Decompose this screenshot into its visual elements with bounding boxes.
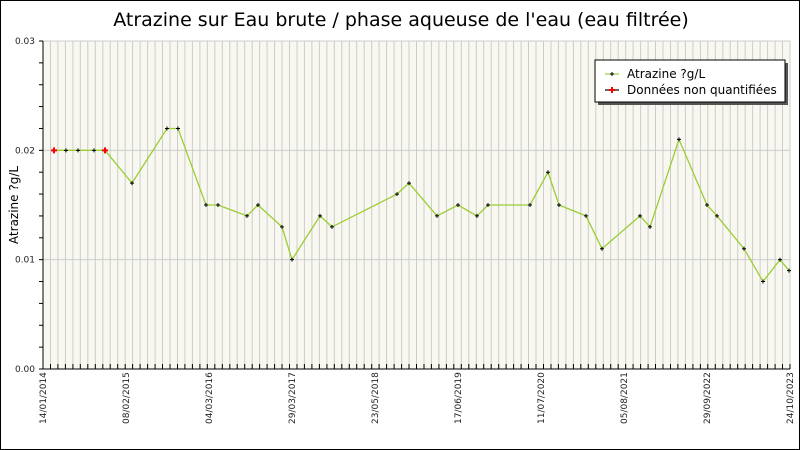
data-point-marker [486, 203, 490, 207]
data-point-marker [600, 246, 604, 251]
black-cross-icon [610, 72, 614, 76]
data-point-marker [280, 224, 284, 229]
data-point-marker [92, 148, 96, 153]
data-point-marker [395, 192, 399, 197]
data-point-marker [475, 213, 479, 218]
x-tick-label: 23/05/2018 [371, 372, 381, 424]
data-point-markers [51, 126, 791, 284]
axes [39, 40, 790, 370]
x-tick-label: 24/10/2023 [786, 372, 796, 424]
red-cross-icon [609, 87, 615, 93]
data-point-marker [787, 268, 791, 273]
non-quantified-marker [102, 147, 108, 154]
data-point-marker [204, 203, 208, 207]
x-tick-label: 11/07/2020 [537, 372, 547, 424]
y-axis-label: Atrazine ?g/L [7, 166, 21, 244]
data-point-marker [407, 181, 411, 186]
data-point-marker [256, 203, 260, 207]
x-tick-label: 17/06/2019 [454, 372, 464, 424]
data-point-marker [290, 257, 294, 262]
x-tick-label: 29/09/2022 [703, 372, 713, 424]
x-tick-labels: 14/01/2014 08/02/2015 04/03/2016 29/03/2017… [39, 372, 796, 424]
data-point-marker [318, 213, 322, 218]
y-tick-label: 0.03 [15, 37, 35, 47]
data-point-marker [456, 203, 460, 207]
data-point-marker [130, 181, 134, 186]
data-point-marker [638, 213, 642, 218]
data-point-marker [435, 213, 439, 218]
data-point-marker [216, 203, 220, 207]
non-quantified-marker [51, 147, 57, 154]
x-tick-label: 08/02/2015 [122, 372, 132, 424]
data-point-marker [76, 148, 80, 153]
data-point-marker [330, 224, 334, 229]
y-tick-label: 0.01 [15, 256, 35, 266]
legend-box [594, 59, 786, 103]
legend-item-atrazine: Atrazine ?g/L [605, 67, 705, 81]
data-point-marker [176, 126, 180, 131]
legend-item-non-quantified: Données non quantifiées [605, 83, 777, 97]
x-tick-label: 05/08/2021 [620, 372, 630, 424]
data-point-marker [64, 148, 68, 153]
legend: Atrazine ?g/L Données non quantifiées [594, 59, 788, 105]
data-point-marker [778, 257, 782, 262]
data-point-marker [584, 213, 588, 218]
series-line-atrazine [54, 127, 790, 283]
x-tick-label: 04/03/2016 [205, 372, 215, 424]
data-point-marker [528, 203, 532, 207]
data-point-marker [761, 279, 765, 284]
data-point-marker [705, 203, 709, 207]
chart-title: Atrazine sur Eau brute / phase aqueuse d… [113, 9, 689, 31]
horizontal-gridlines [43, 40, 790, 261]
data-point-marker [546, 170, 550, 175]
data-point-marker [715, 213, 719, 218]
data-point-marker [648, 224, 652, 229]
x-tick-label: 29/03/2017 [288, 372, 298, 424]
data-point-marker [677, 137, 681, 142]
data-point-marker [557, 203, 561, 207]
data-point-marker [742, 246, 746, 251]
y-tick-labels: 0.00 0.01 0.02 0.03 [15, 37, 35, 375]
y-tick-label: 0.02 [15, 146, 35, 156]
legend-label-non-quantified: Données non quantifiées [627, 83, 777, 97]
y-tick-label: 0.00 [15, 365, 35, 375]
x-tick-label: 14/01/2014 [39, 372, 49, 424]
data-point-marker [245, 213, 249, 218]
legend-label-atrazine: Atrazine ?g/L [627, 67, 705, 81]
data-point-marker [165, 126, 169, 131]
